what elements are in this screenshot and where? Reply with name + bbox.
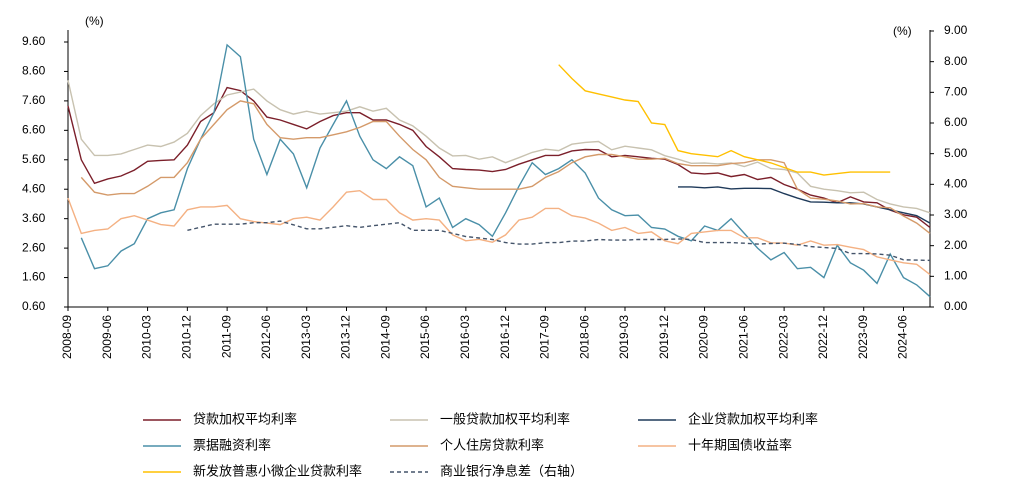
y-tick-label: 1.60 bbox=[22, 270, 46, 284]
x-tick-label: 2024-06 bbox=[896, 315, 910, 359]
legend-label: 企业贷款加权平均利率 bbox=[688, 411, 818, 426]
series-line bbox=[187, 220, 931, 262]
x-tick-label: 2010-12 bbox=[180, 315, 194, 359]
series-line bbox=[80, 43, 931, 298]
y-tick-label: 3.60 bbox=[22, 211, 46, 225]
y2-tick-label: 8.00 bbox=[944, 54, 968, 68]
y2-tick-label: 6.00 bbox=[944, 115, 968, 129]
x-tick-label: 2009-06 bbox=[100, 315, 114, 359]
y-tick-label: 8.60 bbox=[22, 64, 46, 78]
x-tick-label: 2022-03 bbox=[776, 315, 790, 359]
legend-label: 商业银行净息差（右轴） bbox=[440, 463, 583, 478]
x-tick-label: 2015-06 bbox=[418, 315, 432, 359]
x-tick-label: 2016-03 bbox=[458, 315, 472, 359]
series-line bbox=[67, 86, 931, 229]
x-tick-label: 2012-06 bbox=[259, 315, 273, 359]
legend-label: 个人住房贷款利率 bbox=[440, 437, 544, 452]
y2-tick-label: 3.00 bbox=[944, 207, 968, 221]
series-line bbox=[558, 64, 891, 176]
x-tick-label: 2010-03 bbox=[140, 315, 154, 359]
y-tick-label: 5.60 bbox=[22, 152, 46, 166]
x-tick-label: 2013-12 bbox=[339, 315, 353, 359]
y-tick-label: 0.60 bbox=[22, 299, 46, 313]
y-tick-label: 4.60 bbox=[22, 181, 46, 195]
y2-tick-label: 1.00 bbox=[944, 269, 968, 283]
series-line bbox=[678, 186, 931, 224]
x-tick-label: 2021-06 bbox=[737, 315, 751, 359]
y-tick-label: 7.60 bbox=[22, 93, 46, 107]
series-line bbox=[80, 100, 931, 234]
y2-tick-label: 9.00 bbox=[944, 23, 968, 37]
y2-axis-label: (%) bbox=[893, 24, 912, 38]
y2-tick-label: 5.00 bbox=[944, 146, 968, 160]
y-tick-label: 6.60 bbox=[22, 123, 46, 137]
series-line bbox=[67, 189, 931, 276]
x-tick-label: 2014-09 bbox=[378, 315, 392, 359]
x-tick-label: 2022-12 bbox=[816, 315, 830, 359]
y-tick-label: 2.60 bbox=[22, 240, 46, 254]
x-tick-label: 2011-09 bbox=[219, 315, 233, 358]
legend-label: 新发放普惠小微企业贷款利率 bbox=[193, 463, 362, 478]
y2-tick-label: 2.00 bbox=[944, 238, 968, 252]
legend-label: 票据融资利率 bbox=[193, 437, 271, 452]
legend-label: 十年期国债收益率 bbox=[688, 437, 792, 452]
y-tick-label: 9.60 bbox=[22, 34, 46, 48]
series-line bbox=[67, 80, 931, 214]
y2-tick-label: 7.00 bbox=[944, 85, 968, 99]
y-axis-label: (%) bbox=[85, 14, 104, 28]
x-tick-label: 2023-09 bbox=[856, 315, 870, 359]
legend-label: 一般贷款加权平均利率 bbox=[440, 411, 570, 426]
x-tick-label: 2016-12 bbox=[498, 315, 512, 359]
x-tick-label: 2008-09 bbox=[60, 315, 74, 359]
x-tick-label: 2020-09 bbox=[697, 315, 711, 359]
y2-tick-label: 0.00 bbox=[944, 299, 968, 313]
legend-label: 贷款加权平均利率 bbox=[193, 411, 297, 426]
x-tick-label: 2013-03 bbox=[299, 315, 313, 359]
x-tick-label: 2018-06 bbox=[577, 315, 591, 359]
x-tick-label: 2019-12 bbox=[657, 315, 671, 359]
x-tick-label: 2019-03 bbox=[617, 315, 631, 359]
x-tick-label: 2017-09 bbox=[538, 315, 552, 359]
y2-tick-label: 4.00 bbox=[944, 177, 968, 191]
